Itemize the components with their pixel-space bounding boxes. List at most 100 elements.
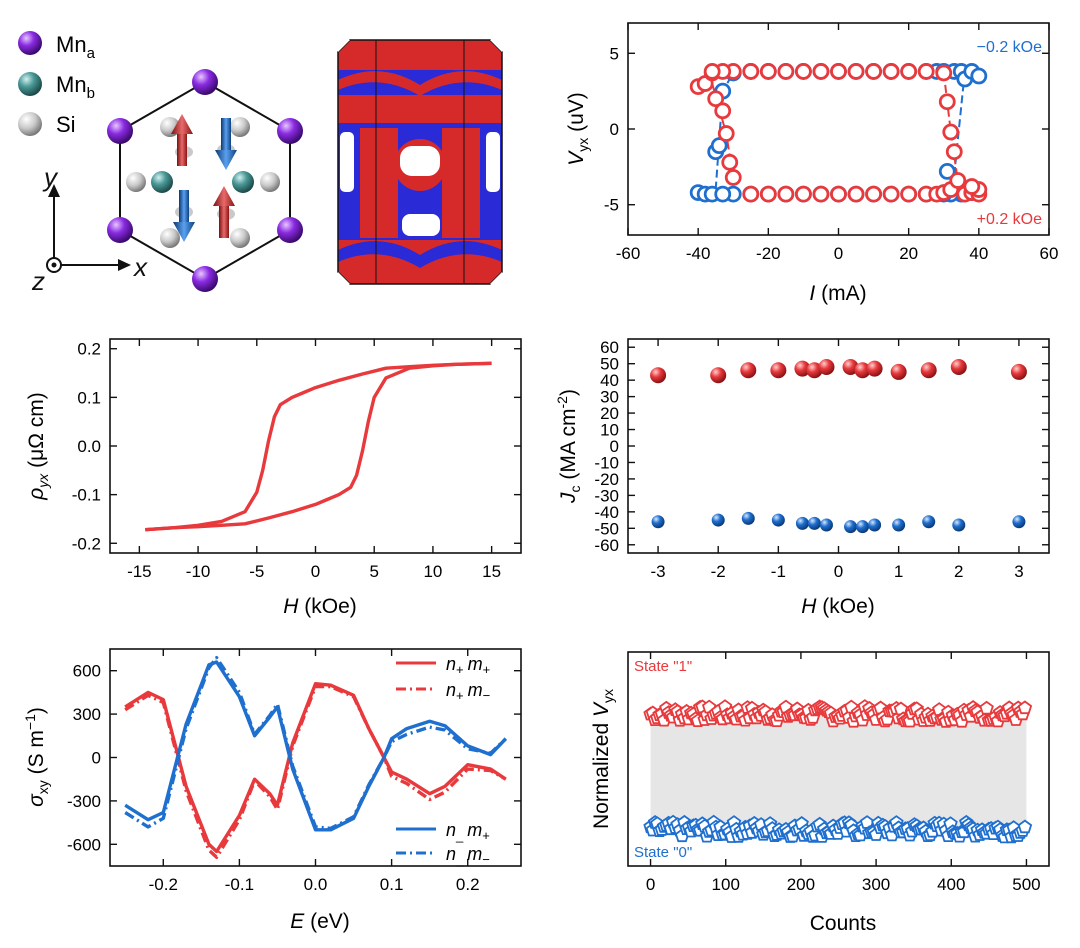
chart-marks	[124, 656, 508, 859]
data-point	[847, 185, 865, 203]
y-tick-label: -60	[594, 536, 619, 555]
data-point	[865, 63, 882, 80]
chart-vyx-vs-current: -60 -40 -20 0 20 40 60 -5 0 5 I (mA) Vyx (uV) −0.…	[565, 22, 1059, 305]
data-point	[945, 143, 963, 161]
data-point	[842, 358, 859, 375]
annotation-plus-field: +0.2 kOe	[977, 211, 1042, 228]
state-one-label: State "1"	[634, 658, 692, 675]
x-tick-label: -5	[249, 562, 264, 581]
x-tick-label: -40	[686, 244, 711, 263]
data-point	[844, 520, 858, 534]
x-tick-label: -0.2	[149, 875, 178, 894]
x-tick-label: -10	[186, 562, 211, 581]
x-tick-label: 5	[369, 562, 378, 581]
data-point	[717, 125, 735, 142]
y-tick-label: -50	[594, 519, 619, 538]
y-tick-label: -30	[594, 486, 619, 505]
x-tick-label: 40	[969, 244, 988, 263]
data-point	[979, 700, 994, 715]
x-axis-label: Counts	[810, 912, 877, 935]
series-line	[124, 682, 507, 854]
legend-item-mn-b: Mnb	[18, 72, 95, 102]
data-point	[714, 102, 732, 120]
y-tick-label: -0.1	[72, 486, 101, 505]
tick-labels: 0 100 200 300 400 500	[646, 652, 1041, 894]
chart-marks	[689, 63, 988, 203]
chart-marks	[650, 358, 1027, 534]
series-line	[124, 684, 507, 859]
data-point	[952, 518, 966, 532]
y-tick-label: 0	[92, 749, 101, 768]
series-line	[145, 361, 492, 532]
data-point	[711, 513, 725, 527]
tick-labels: -0.2 -0.1 0.0 0.1 0.2 -600 -300 0 300 600	[67, 649, 521, 894]
data-point	[710, 137, 728, 155]
data-point	[721, 153, 739, 171]
data-point	[856, 520, 870, 534]
spin-arrow-down-blue	[173, 190, 195, 242]
y-axis-label: Vyx (uV)	[565, 92, 591, 166]
data-point	[812, 63, 830, 80]
state-zero-label: State "0"	[634, 844, 692, 861]
data-point	[770, 362, 787, 379]
data-point	[819, 518, 833, 532]
y-tick-label: -40	[594, 503, 619, 522]
data-point	[795, 516, 809, 530]
y-tick-label: -10	[594, 453, 619, 472]
tick-labels: -60 -40 -20 0 20 40 60 -5 0 5	[604, 23, 1059, 263]
x-axis-label: E (eV)	[290, 910, 350, 933]
x-tick-label: 1	[894, 562, 903, 581]
data-point	[949, 172, 967, 189]
data-point	[777, 185, 795, 203]
y-tick-label: 300	[73, 705, 101, 724]
x-tick-label: -60	[616, 244, 641, 263]
data-point	[882, 185, 900, 203]
y-axis-label: ρyx (μΩ cm)	[25, 392, 51, 500]
y-tick-label: 600	[73, 662, 101, 681]
chart-sigma-xy-vs-energy: -0.2 -0.1 0.0 0.1 0.2 -600 -300 0 300 600 n+ m+ n+…	[22, 648, 522, 933]
data-point	[830, 185, 847, 203]
x-tick-label: 3	[1014, 562, 1023, 581]
legend-label: n_ m+	[446, 820, 490, 843]
data-point	[942, 123, 960, 141]
plot-frame	[627, 338, 1050, 554]
y-tick-label: -300	[67, 792, 101, 811]
legend-item-si: Si	[18, 112, 76, 137]
data-point	[742, 63, 760, 80]
data-point	[740, 362, 757, 379]
series-line	[124, 656, 507, 831]
x-tick-label: -2	[711, 562, 726, 581]
data-point	[807, 516, 821, 530]
gray-sphere-icon	[18, 112, 42, 136]
data-point	[970, 67, 988, 85]
series-line	[145, 361, 492, 532]
data-point	[742, 185, 760, 203]
x-tick-label: 0	[646, 875, 655, 894]
data-point	[1012, 515, 1026, 529]
y-tick-label: -20	[594, 470, 619, 489]
mn-a-atom	[107, 217, 133, 243]
series-legend: n+ m+ n+ m− n_ m+ n_ m−	[396, 654, 490, 867]
y-tick-label: -5	[604, 196, 619, 215]
y-tick-label: 30	[600, 388, 619, 407]
data-point	[650, 367, 667, 384]
y-tick-label: -0.2	[72, 534, 101, 553]
data-point	[812, 185, 830, 203]
x-tick-label: 0.0	[304, 875, 328, 894]
x-tick-label: 60	[1040, 244, 1059, 263]
data-point	[651, 515, 665, 529]
data-point	[1017, 700, 1033, 715]
y-tick-label: 0	[610, 120, 619, 139]
tick-labels: -3 -2 -1 0 1 2 3-60-50-40-30-20-10010203040506…	[594, 338, 1049, 581]
crystal-structure	[107, 69, 303, 292]
y-tick-label: 0	[610, 437, 619, 456]
data-point	[890, 363, 907, 380]
mn-a-atom	[107, 118, 133, 144]
data-point	[806, 362, 823, 379]
x-tick-label: 100	[712, 875, 740, 894]
annotation-minus-field: −0.2 kOe	[977, 39, 1042, 56]
data-point	[818, 358, 835, 375]
x-tick-label: -1	[771, 562, 786, 581]
chart-rho-yx-vs-field: -15 -10 -5 0 5 10 15-0.2-0.10.00.10.2 H (kOe) …	[25, 338, 522, 618]
